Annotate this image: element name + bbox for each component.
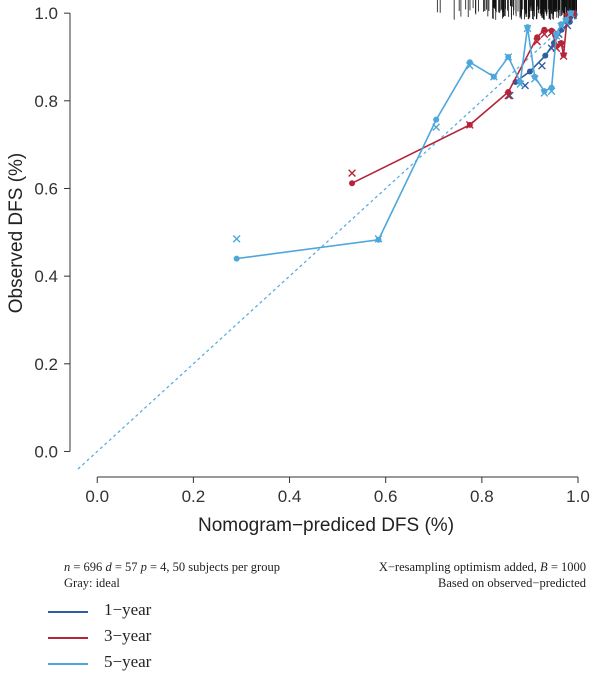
observed-point (541, 88, 548, 95)
observed-point (560, 51, 567, 58)
bias-corrected-point (232, 234, 241, 243)
observed-point (534, 34, 541, 41)
bias-corrected-point (552, 44, 561, 53)
bias-corrected-point (538, 61, 546, 70)
rug-plot (436, 0, 578, 20)
bias-corrected-point (432, 123, 441, 132)
bias-corrected-point (504, 91, 513, 100)
y-tick-label: 0.4 (34, 267, 58, 286)
resampling-note: X−resampling optimism added, B = 1000 (378, 560, 586, 574)
bias-corrected-point (566, 10, 575, 18)
y-tick-label: 1.0 (34, 4, 58, 23)
x-tick-label: 0.2 (182, 487, 206, 506)
x-tick-label: 0.0 (85, 487, 109, 506)
observed-point (526, 68, 533, 75)
observed-point (349, 180, 356, 187)
observed-point (233, 255, 240, 262)
y-tick-label: 0.2 (34, 355, 58, 374)
observed-point (553, 31, 560, 38)
bias-corrected-point (489, 72, 498, 81)
axes: 0.0 0.2 0.4 0.6 0.8 1.0 0.0 0.2 0.4 0.6 0.8 1.0 (34, 4, 589, 506)
bias-corrected-point (552, 32, 561, 40)
x-tick-label: 0.6 (374, 487, 398, 506)
bias-corrected-point (465, 61, 474, 70)
bias-corrected-point (547, 87, 556, 96)
observed-point (542, 52, 549, 59)
y-tick-label: 0.6 (34, 179, 58, 198)
bias-corrected-point (559, 52, 568, 60)
y-tick-label: 0.8 (34, 92, 58, 111)
bias-corrected-point (523, 24, 532, 33)
legend-label-1-year: 1−year (104, 600, 152, 619)
sample-info: n = 696 d = 57 p = 4, 50 subjects per gr… (64, 560, 280, 574)
series-3-year (348, 10, 578, 187)
gray-ideal-note: Gray: ideal (64, 576, 120, 590)
y-axis-title: Observed DFS (%) (6, 153, 27, 313)
series-group (232, 10, 578, 262)
bias-corrected-point (348, 169, 356, 178)
based-on-note: Based on observed−predicted (438, 576, 586, 590)
ideal-line (77, 12, 579, 470)
series-5-year (232, 10, 575, 262)
bias-corrected-point (504, 53, 513, 61)
x-axis-title: Nomogram−prediced DFS (%) (198, 515, 454, 536)
x-tick-label: 1.0 (566, 487, 590, 506)
bias-corrected-point (533, 37, 542, 46)
legend-label-3-year: 3−year (104, 626, 152, 645)
legend-swatch-3-year (48, 637, 88, 639)
bias-corrected-point (540, 30, 549, 39)
bias-corrected-point (530, 75, 539, 83)
bias-corrected-point (374, 234, 383, 243)
bias-corrected-point (540, 89, 549, 97)
bias-corrected-point (465, 121, 474, 129)
bias-corrected-point (516, 80, 525, 89)
bias-corrected-point (557, 40, 566, 49)
x-tick-label: 0.8 (470, 487, 494, 506)
series-line-5-year (236, 12, 572, 260)
observed-point (558, 39, 565, 46)
bias-corrected-point (562, 18, 570, 26)
observed-point (541, 26, 548, 33)
observed-point (524, 24, 531, 31)
observed-point (433, 116, 440, 123)
legend-label-5-year: 5−year (104, 652, 152, 671)
legend-swatch-5-year (48, 663, 88, 665)
legend-swatch-1-year (48, 611, 88, 613)
x-tick-label: 0.4 (278, 487, 302, 506)
calibration-chart: 0.0 0.2 0.4 0.6 0.8 1.0 0.0 0.2 0.4 0.6 0.8 1.0 Nom… (6, 0, 590, 536)
ideal-diagonal (77, 12, 579, 470)
y-tick-label: 0.0 (34, 442, 58, 461)
